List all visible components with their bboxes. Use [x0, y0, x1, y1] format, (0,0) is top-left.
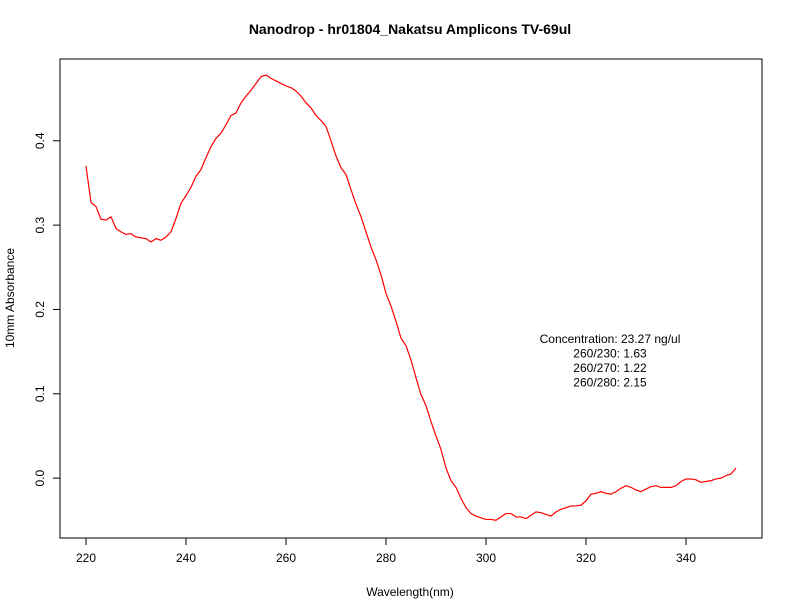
- x-tick-label: 280: [376, 551, 396, 565]
- y-tick-label: 0.2: [33, 301, 47, 318]
- chart-title: Nanodrop - hr01804_Nakatsu Amplicons TV-…: [249, 21, 571, 37]
- y-tick-label: 0.1: [33, 385, 47, 402]
- x-tick-label: 240: [176, 551, 196, 565]
- series-layer: [85, 74, 737, 521]
- x-tick-label: 260: [276, 551, 296, 565]
- annotation-line: 260/230: 1.63: [573, 347, 647, 361]
- y-tick-label: 0.0: [33, 469, 47, 486]
- x-axis: 220 240 260 280 300 320 340: [76, 538, 696, 565]
- absorbance-line: [85, 74, 737, 521]
- x-tick-label: 340: [676, 551, 696, 565]
- y-tick-label: 0.3: [33, 216, 47, 233]
- x-tick-label: 320: [576, 551, 596, 565]
- plot-frame: [59, 58, 763, 539]
- y-axis-label: 10mm Absorbance: [3, 248, 17, 348]
- y-axis: 0.0 0.1 0.2 0.3 0.4: [33, 132, 60, 486]
- x-tick-label: 300: [476, 551, 496, 565]
- y-tick-label: 0.4: [33, 132, 47, 149]
- x-axis-label: Wavelength(nm): [366, 585, 454, 599]
- x-tick-label: 220: [76, 551, 96, 565]
- annotation-line: 260/270: 1.22: [573, 361, 647, 375]
- annotation-line: 260/280: 2.15: [573, 376, 647, 390]
- annotation-line: Concentration: 23.27 ng/ul: [540, 332, 681, 346]
